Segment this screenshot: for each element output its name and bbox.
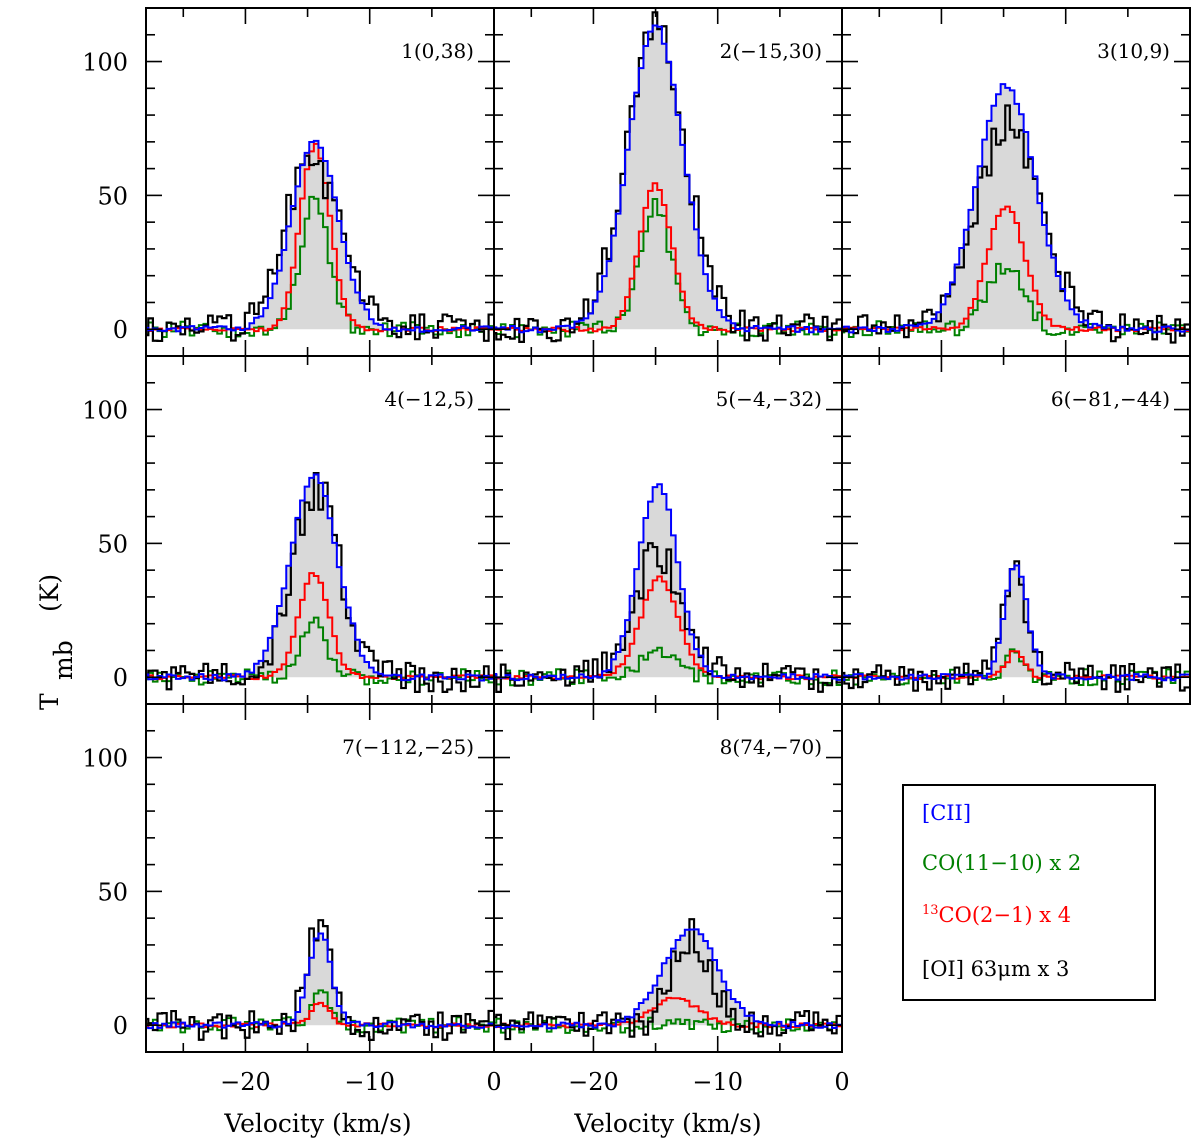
series-line-cii — [842, 83, 1190, 334]
y-tick-label: 100 — [82, 745, 128, 773]
y-axis-label: T mb (K) — [35, 574, 78, 710]
series-line-cii — [842, 564, 1190, 682]
y-tick-label: 100 — [82, 49, 128, 77]
panel-ticks — [494, 704, 842, 1052]
series-line-cii — [146, 139, 494, 333]
panel-title: 5(−4,−32) — [716, 387, 822, 411]
y-tick-label: 0 — [113, 1012, 128, 1040]
panel-plot-area — [146, 472, 494, 693]
y-axis-label-main: T — [35, 693, 64, 710]
cii-fill-area — [842, 565, 1190, 681]
series-line-oi — [146, 154, 494, 343]
series-line-cii — [494, 928, 842, 1030]
panel-ticks — [494, 356, 842, 704]
series-line-cii — [146, 473, 494, 682]
legend-entry-13co: 13CO(2−1) x 4 — [922, 903, 1071, 927]
panel-plot-area — [494, 11, 842, 343]
y-tick-label: 100 — [82, 397, 128, 425]
panel-ticks — [494, 8, 842, 356]
panel-plot-area — [842, 83, 1190, 344]
panel-plot-area — [146, 139, 494, 343]
y-axis-label-sub: mb — [49, 640, 78, 680]
series-line-cii — [146, 932, 494, 1030]
x-tick-label: 0 — [834, 1068, 849, 1096]
panel-4: 4(−12,5) 0 50 100 — [82, 355, 495, 705]
cii-fill-area — [842, 84, 1190, 333]
panel-plot-area — [146, 919, 494, 1041]
x-tick-label: 0 — [486, 1068, 501, 1096]
panel-8: 8(74,−70) −20 −10 0 — [493, 703, 850, 1096]
series-line-co1110 — [494, 1016, 842, 1034]
legend-13co-sup: 13 — [922, 903, 939, 918]
panel-title: 4(−12,5) — [384, 387, 474, 411]
cii-fill-area — [494, 25, 842, 333]
cii-fill-area — [146, 474, 494, 681]
x-tick-label: −20 — [220, 1068, 271, 1096]
series-line-cii — [494, 24, 842, 334]
legend-entry-oi: [OI] 63μm x 3 — [922, 957, 1069, 981]
panel-frame — [493, 703, 843, 1053]
series-line-oi — [494, 542, 842, 693]
panel-title: 2(−15,30) — [720, 39, 822, 63]
panel-7: 7(−112,−25) 0 50 100 −20 −10 0 — [82, 703, 502, 1096]
legend-13co-label: CO(2−1) x 4 — [939, 903, 1072, 927]
panel-title: 6(−81,−44) — [1051, 387, 1170, 411]
panel-2: 2(−15,30) — [493, 7, 843, 357]
y-axis-label-unit: (K) — [35, 574, 64, 612]
y-tick-label: 0 — [113, 316, 128, 344]
cii-fill-area — [494, 929, 842, 1029]
panel-title: 3(10,9) — [1097, 39, 1170, 63]
panel-3: 3(10,9) — [841, 7, 1191, 357]
panel-title: 7(−112,−25) — [342, 735, 474, 759]
panel-5: 5(−4,−32) — [493, 355, 843, 705]
panel-ticks — [146, 356, 494, 704]
x-tick-label: −10 — [344, 1068, 395, 1096]
panel-ticks — [842, 356, 1190, 704]
panel-ticks — [842, 8, 1190, 356]
series-line-cii — [494, 483, 842, 682]
panel-plot-area — [494, 483, 842, 693]
x-tick-label: −10 — [692, 1068, 743, 1096]
x-axis-label-left: Velocity (km/s) — [223, 1109, 411, 1138]
y-tick-label: 50 — [97, 530, 128, 558]
legend-entry-cii: [CII] — [922, 801, 971, 825]
panel-ticks — [146, 8, 494, 356]
panel-plot-area — [494, 918, 842, 1041]
legend-box — [902, 784, 1156, 1001]
cii-fill-area — [146, 933, 494, 1029]
y-tick-label: 50 — [97, 182, 128, 210]
series-line-oi — [494, 918, 842, 1041]
panel-title: 1(0,38) — [401, 39, 474, 63]
legend-entry-co1110: CO(11−10) x 2 — [922, 851, 1081, 875]
panel-plot-area — [842, 560, 1190, 693]
panel-title: 8(74,−70) — [720, 735, 822, 759]
x-tick-label: −20 — [568, 1068, 619, 1096]
y-tick-label: 50 — [97, 878, 128, 906]
cii-fill-area — [146, 140, 494, 332]
x-axis-label-right: Velocity (km/s) — [573, 1109, 761, 1138]
panels-layer: 1(0,38) 0 50 100 2(−15,30) 3(10,9) 4(−12,5) 0 50… — [82, 7, 1191, 1096]
panel-ticks — [146, 704, 494, 1052]
y-tick-label: 0 — [113, 664, 128, 692]
panel-6: 6(−81,−44) — [841, 355, 1191, 705]
panel-frame — [841, 355, 1191, 705]
series-line-oi — [146, 919, 494, 1041]
legend: [CII] CO(11−10) x 2 13CO(2−1) x 4 [OI] 6… — [902, 784, 1156, 1001]
panel-1: 1(0,38) 0 50 100 — [82, 7, 495, 357]
cii-fill-area — [494, 484, 842, 681]
